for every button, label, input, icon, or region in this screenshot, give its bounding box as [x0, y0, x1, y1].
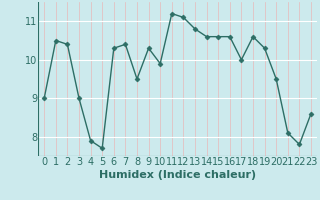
X-axis label: Humidex (Indice chaleur): Humidex (Indice chaleur)	[99, 170, 256, 180]
